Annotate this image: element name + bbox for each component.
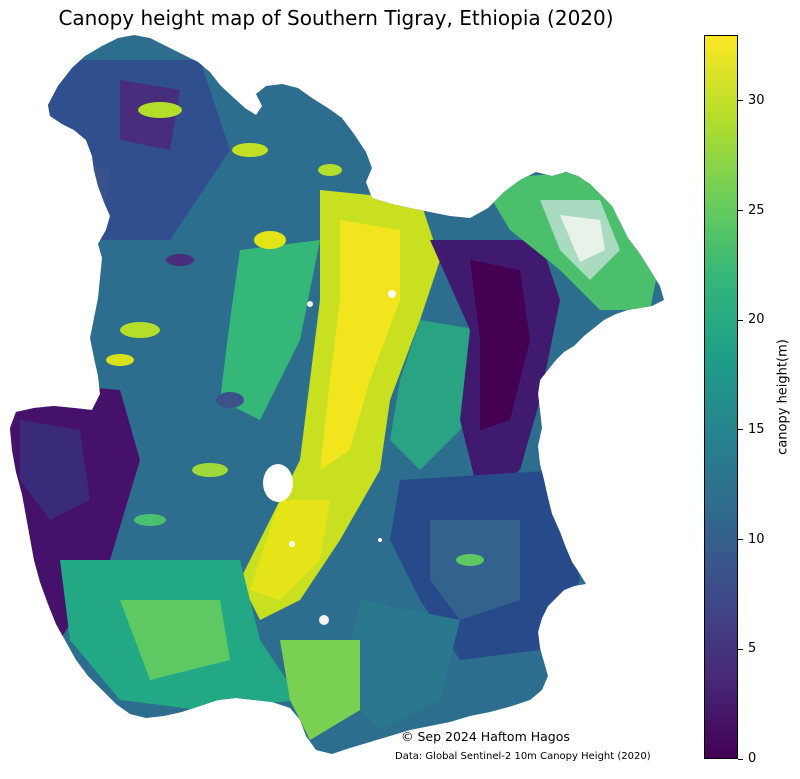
colorbar-label: canopy height(m) <box>775 339 791 455</box>
canopy-height-map <box>10 35 664 754</box>
colorbar-tick-label: 30 <box>748 92 765 108</box>
colorbar-tick-mark <box>738 758 743 760</box>
colorbar <box>704 35 738 759</box>
map-title: Canopy height map of Southern Tigray, Et… <box>58 6 614 30</box>
colorbar-tick-label: 20 <box>748 312 765 328</box>
canopy-raster <box>10 35 664 754</box>
colorbar-tick-mark <box>738 539 743 541</box>
colorbar-tick-label: 15 <box>748 421 765 437</box>
colorbar-tick-mark <box>738 648 743 650</box>
colorbar-tick-label: 5 <box>748 641 757 657</box>
map-credit: © Sep 2024 Haftom Hagos <box>401 729 570 744</box>
colorbar-tick-label: 25 <box>748 202 765 218</box>
colorbar-tick-mark <box>738 210 743 211</box>
data-source-note: Data: Global Sentinel-2 10m Canopy Heigh… <box>395 751 651 762</box>
colorbar-tick-label: 0 <box>748 751 757 766</box>
colorbar-tick-mark <box>738 319 743 321</box>
colorbar-tick-mark <box>738 100 743 102</box>
colorbar-tick-label: 10 <box>748 531 765 547</box>
colorbar-tick-mark <box>738 429 743 431</box>
